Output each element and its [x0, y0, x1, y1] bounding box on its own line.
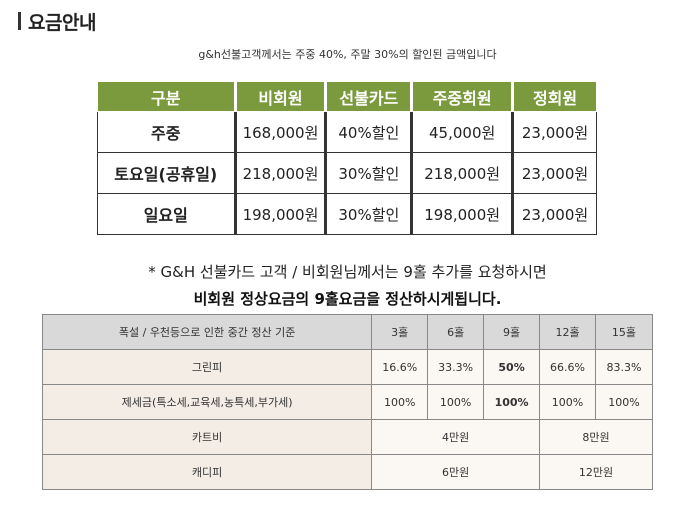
table-cell: 30%할인	[325, 193, 414, 235]
table-cell: 33.3%	[427, 349, 485, 385]
header-category: 구분	[97, 81, 237, 112]
table-cell: 4만원	[371, 419, 541, 455]
table-cell: 40%할인	[325, 111, 414, 153]
hole-12-header: 12홀	[539, 314, 596, 350]
table-cell: 50%	[483, 349, 541, 385]
settlement-header-label: 폭설 / 우천등으로 인한 중간 정산 기준	[41, 314, 373, 350]
table-cell: 6만원	[371, 454, 541, 490]
table-cell: 66.6%	[539, 349, 596, 385]
table-cell: 100%	[483, 384, 541, 420]
nine-hole-note: * G&H 선불카드 고객 / 비회원님께서는 9홀 추가를 요청하시면	[148, 263, 547, 281]
page-title: 요금안내	[28, 11, 96, 34]
table-cell: 45,000원	[411, 111, 515, 153]
hole-6-header: 6홀	[427, 314, 485, 350]
table-row: 제세금(특소세,교육세,농특세,부가세) 100% 100% 100% 100%…	[41, 384, 654, 420]
table-row: 그린피 16.6% 33.3% 50% 66.6% 83.3%	[41, 349, 654, 385]
table-cell: 30%할인	[325, 152, 414, 194]
table-cell: 23,000원	[512, 111, 597, 153]
table-cell: 218,000원	[234, 152, 328, 194]
table-cell: 168,000원	[234, 111, 328, 153]
price-table-header-row: 구분 비회원 선불카드 주중회원 정회원	[97, 81, 597, 112]
table-cell: 100%	[371, 384, 429, 420]
row-label-weekday: 주중	[97, 111, 237, 153]
table-cell: 23,000원	[512, 193, 597, 235]
table-row: 캐디피 6만원 12만원	[41, 454, 653, 490]
table-cell: 16.6%	[371, 349, 429, 385]
hole-9-header: 9홀	[483, 314, 541, 350]
table-cell: 8만원	[539, 419, 653, 455]
price-table: 구분 비회원 선불카드 주중회원 정회원 주중 168,000원 40%할인 4…	[97, 81, 597, 235]
table-row: 일요일 198,000원 30%할인 198,000원 23,000원	[97, 193, 597, 235]
nine-hole-note-bold: 비회원 정상요금의 9홀요금을 정산하시게됩니다.	[193, 290, 502, 308]
table-cell: 218,000원	[411, 152, 515, 194]
table-cell: 83.3%	[594, 349, 654, 385]
table-cell: 100%	[539, 384, 596, 420]
caddie-fee-label: 캐디피	[41, 454, 373, 490]
table-cell: 198,000원	[411, 193, 515, 235]
page-header: 요금안내	[18, 8, 96, 34]
table-row: 카트비 4만원 8만원	[41, 419, 653, 455]
green-fee-label: 그린피	[41, 349, 373, 385]
title-accent-bar	[18, 12, 21, 30]
settlement-header-row: 폭설 / 우천등으로 인한 중간 정산 기준 3홀 6홀 9홀 12홀 15홀	[41, 314, 654, 350]
discount-subtitle: g&h선불고객께서는 주중 40%, 주말 30%의 할인된 금액입니다	[198, 48, 497, 61]
header-non-member: 비회원	[234, 81, 328, 112]
settlement-table: 폭설 / 우천등으로 인한 중간 정산 기준 3홀 6홀 9홀 12홀 15홀 …	[41, 314, 654, 490]
hole-3-header: 3홀	[371, 314, 429, 350]
cart-fee-label: 카트비	[41, 419, 373, 455]
header-weekday-member: 주중회원	[411, 81, 515, 112]
table-cell: 100%	[594, 384, 654, 420]
tax-label: 제세금(특소세,교육세,농특세,부가세)	[41, 384, 373, 420]
table-cell: 12만원	[539, 454, 653, 490]
row-label-sunday: 일요일	[97, 193, 237, 235]
header-prepaid-card: 선불카드	[325, 81, 414, 112]
table-row: 토요일(공휴일) 218,000원 30%할인 218,000원 23,000원	[97, 152, 597, 194]
header-regular-member: 정회원	[512, 81, 597, 112]
hole-15-header: 15홀	[594, 314, 654, 350]
table-row: 주중 168,000원 40%할인 45,000원 23,000원	[97, 111, 597, 153]
table-cell: 100%	[427, 384, 485, 420]
table-cell: 23,000원	[512, 152, 597, 194]
row-label-saturday: 토요일(공휴일)	[97, 152, 237, 194]
table-cell: 198,000원	[234, 193, 328, 235]
